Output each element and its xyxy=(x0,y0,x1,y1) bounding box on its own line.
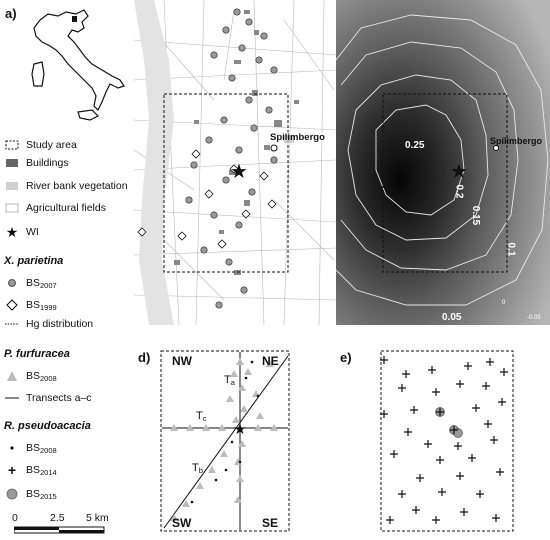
wi-star-d: ★ xyxy=(233,420,246,438)
scale-label-2: 5 km xyxy=(86,512,109,524)
legend-rp-bs2015: BS2015 xyxy=(4,487,57,501)
xp-bs1999-sub: 1999 xyxy=(40,302,57,312)
scale-label-0: 0 xyxy=(12,512,18,524)
legend-river-vegetation: River bank vegetation xyxy=(4,179,128,193)
legend-xp-hg: Hg distribution xyxy=(4,317,93,331)
robinia-sampling-panel xyxy=(380,350,514,532)
rp-bs2008-sub: 2008 xyxy=(40,445,57,455)
quadrant-nw: NW xyxy=(172,354,192,368)
legend-pf-transects: Transects a–c xyxy=(4,391,92,405)
contour-0: 0 xyxy=(502,300,506,306)
hg-distribution-map: ★ xyxy=(336,0,550,325)
legend-agri-fields-label: Agricultural fields xyxy=(26,202,106,214)
legend-study-area: Study area xyxy=(4,138,77,152)
pf-bs2008-label: BS xyxy=(26,369,41,382)
xp-bs2007-sub: 2007 xyxy=(40,280,57,290)
plus-icon: + xyxy=(7,462,17,478)
wi-star-c: ★ xyxy=(450,159,468,183)
pf-bs2008-sub: 2008 xyxy=(40,373,57,383)
legend-buildings-label: Buildings xyxy=(26,157,69,169)
rp-bs2008-label: BS xyxy=(26,441,41,454)
triangle-icon xyxy=(4,370,20,382)
transect-a-label: Ta xyxy=(224,374,235,387)
xp-bs2007-label: BS xyxy=(26,276,41,289)
wi-star-b: ★ xyxy=(230,159,248,183)
diamond-icon xyxy=(4,299,20,311)
xp-hg-label: Hg distribution xyxy=(26,318,94,330)
legend-study-area-label: Study area xyxy=(26,139,77,151)
contour-005: 0.05 xyxy=(442,312,462,323)
scale-label-1: 2.5 xyxy=(50,512,65,524)
legend-rp-bs2014: + BS2014 xyxy=(4,462,57,478)
rp-bs2015-sub: 2015 xyxy=(40,491,57,501)
transect-b-label: Tb xyxy=(192,462,203,475)
panel-d-label: d) xyxy=(138,350,151,365)
contour-015: 0.15 xyxy=(470,205,482,226)
species-x-parietina: X. parietina xyxy=(4,255,64,267)
italy-map xyxy=(31,9,125,121)
legend-xp-bs1999: BS1999 xyxy=(4,298,57,312)
contour-neg005: -0.05 xyxy=(527,315,541,321)
species-p-furfuracea: P. furfuracea xyxy=(4,348,70,360)
land-use-map: ★ xyxy=(134,0,336,325)
legend-pf-bs2008: BS2008 xyxy=(4,369,57,383)
legend-river-vegetation-label: River bank vegetation xyxy=(26,180,128,192)
transect-c-label: Tc xyxy=(196,410,207,423)
legend-wi-label: WI xyxy=(26,226,39,238)
contour-01: 0.1 xyxy=(505,242,517,257)
quadrant-ne: NE xyxy=(262,354,279,368)
town-label-c: Spilimbergo xyxy=(490,136,543,146)
species-r-pseudoacacia: R. pseudoacacia xyxy=(4,420,91,432)
rp-bs2015-label: BS xyxy=(26,487,41,500)
contour-025: 0.25 xyxy=(405,140,425,151)
scale-bar xyxy=(14,526,105,534)
panel-a-label: a) xyxy=(5,6,17,21)
quadrant-sw: SW xyxy=(172,516,192,530)
town-label-b: Spilimbergo xyxy=(270,132,325,143)
legend-buildings: Buildings xyxy=(4,156,69,170)
legend-rp-bs2008: BS2008 xyxy=(4,441,57,455)
contour-02: 0.2 xyxy=(453,184,465,199)
rp-bs2014-label: BS xyxy=(26,463,41,476)
star-icon: ★ xyxy=(5,223,19,240)
pf-transects-label: Transects a–c xyxy=(26,392,92,404)
xp-bs1999-label: BS xyxy=(26,298,41,311)
legend-agri-fields: Agricultural fields xyxy=(4,201,106,215)
panel-e-label: e) xyxy=(340,350,352,365)
quadrant-se: SE xyxy=(262,516,279,530)
transect-panel: ★ xyxy=(160,350,290,532)
rp-bs2014-sub: 2014 xyxy=(40,467,57,477)
legend-wi: ★ WI xyxy=(4,223,39,240)
legend-xp-bs2007: BS2007 xyxy=(4,276,57,290)
